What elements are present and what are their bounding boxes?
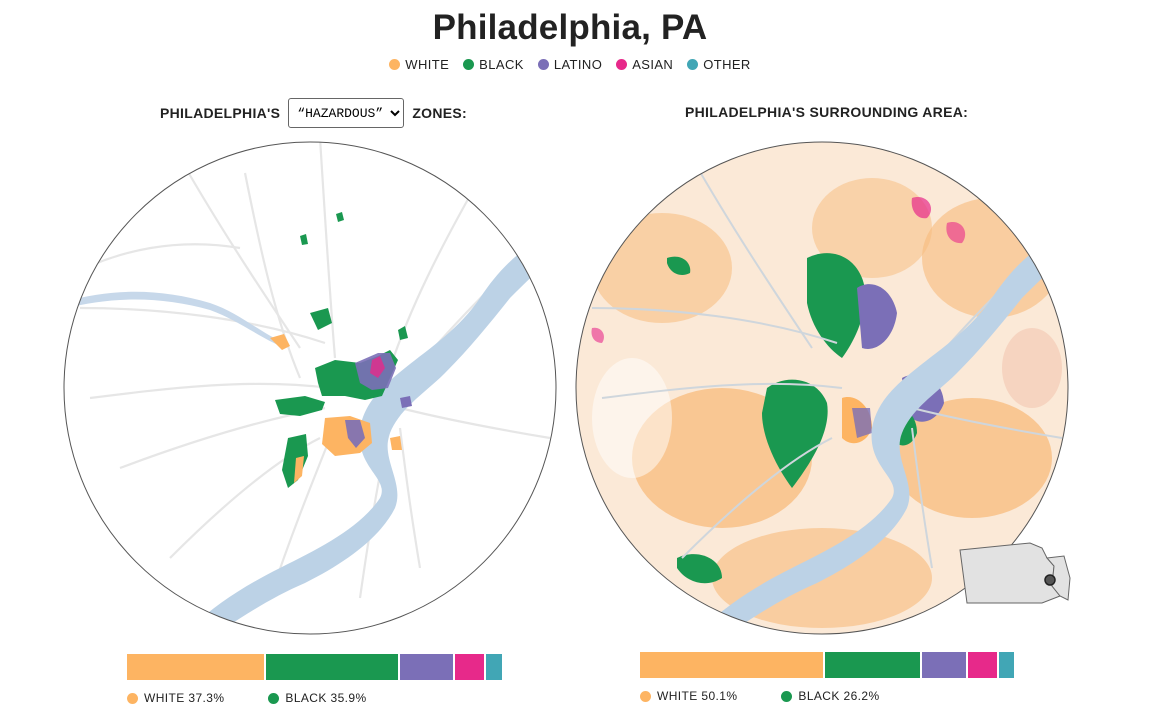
surrounding-area-map[interactable] bbox=[572, 138, 1072, 638]
hazardous-zone-patches bbox=[270, 212, 412, 488]
white-dot bbox=[127, 692, 138, 704]
legend-latino: LATINO bbox=[537, 57, 603, 72]
black-dot bbox=[268, 692, 280, 704]
right-black-share: BLACK 26.2% bbox=[781, 689, 879, 703]
page-title: Philadelphia, PA bbox=[432, 8, 708, 47]
race-legend: WHITE BLACK LATINO ASIAN OTHER bbox=[0, 57, 1140, 72]
river-shapes bbox=[64, 228, 556, 634]
right-bar-labels: WHITE 50.1% BLACK 26.2% bbox=[640, 689, 880, 703]
left-black-share: BLACK 35.9% bbox=[268, 691, 366, 705]
bar-segment-other bbox=[486, 654, 502, 680]
hazardous-zones-map[interactable] bbox=[60, 138, 560, 638]
bar-segment-white bbox=[640, 652, 823, 678]
legend-latino-dot bbox=[537, 59, 549, 70]
bar-segment-latino bbox=[922, 652, 967, 678]
left-white-share: WHITE 37.3% bbox=[127, 691, 224, 705]
bar-segment-asian bbox=[454, 654, 485, 680]
legend-white: WHITE bbox=[389, 57, 449, 72]
left-map-heading: PHILADELPHIA'S “HAZARDOUS” ZONES: bbox=[160, 98, 467, 128]
legend-latino-label: LATINO bbox=[553, 57, 603, 72]
legend-other-label: OTHER bbox=[703, 57, 751, 72]
legend-black-dot bbox=[463, 59, 475, 70]
right-white-share-text: WHITE 50.1% bbox=[657, 689, 738, 703]
white-dot bbox=[640, 690, 651, 702]
legend-black: BLACK bbox=[463, 57, 524, 72]
river-shape-right bbox=[692, 228, 1068, 634]
left-black-share-text: BLACK 35.9% bbox=[285, 691, 367, 705]
right-map-border bbox=[575, 141, 1069, 635]
left-white-share-text: WHITE 37.3% bbox=[144, 691, 225, 705]
bar-segment-black bbox=[265, 654, 398, 680]
black-dot bbox=[781, 690, 793, 702]
legend-asian-label: ASIAN bbox=[632, 57, 674, 72]
location-marker-icon bbox=[1044, 574, 1056, 586]
left-heading-suffix: ZONES: bbox=[412, 105, 468, 121]
zone-type-select[interactable]: “HAZARDOUS” bbox=[288, 98, 405, 128]
legend-white-label: WHITE bbox=[405, 57, 450, 72]
legend-other-dot bbox=[687, 59, 699, 70]
legend-other: OTHER bbox=[687, 57, 751, 72]
left-map-border bbox=[63, 141, 557, 635]
left-bar-labels: WHITE 37.3% BLACK 35.9% bbox=[127, 691, 367, 705]
right-black-share-text: BLACK 26.2% bbox=[798, 689, 880, 703]
bar-segment-other bbox=[999, 652, 1014, 678]
surrounding-area-share-bar bbox=[640, 652, 1014, 678]
legend-black-label: BLACK bbox=[479, 57, 524, 72]
pennsylvania-inset-map bbox=[959, 542, 1071, 604]
bar-segment-white bbox=[127, 654, 264, 680]
bar-segment-asian bbox=[968, 652, 998, 678]
left-heading-prefix: PHILADELPHIA'S bbox=[160, 105, 281, 121]
bar-segment-black bbox=[824, 652, 921, 678]
right-white-share: WHITE 50.1% bbox=[640, 689, 737, 703]
legend-asian-dot bbox=[616, 59, 628, 70]
legend-white-dot bbox=[389, 59, 401, 70]
bar-segment-latino bbox=[399, 654, 453, 680]
legend-asian: ASIAN bbox=[616, 57, 673, 72]
hazardous-zones-share-bar bbox=[127, 654, 502, 680]
right-map-heading: PHILADELPHIA'S SURROUNDING AREA: bbox=[685, 104, 969, 120]
